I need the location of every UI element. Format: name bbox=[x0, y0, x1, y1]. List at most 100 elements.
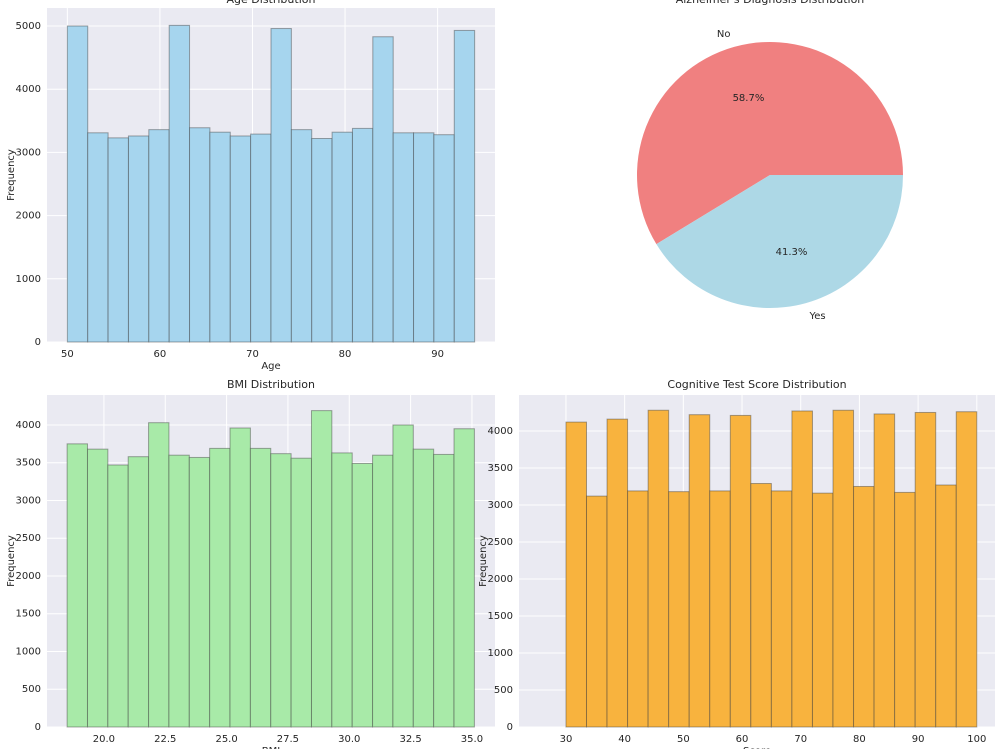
bar bbox=[66, 25, 89, 343]
bar bbox=[585, 495, 608, 728]
y-tick-label: 1000 bbox=[488, 648, 513, 659]
y-tick-label: 4000 bbox=[488, 426, 513, 437]
x-tick-label: 100 bbox=[967, 734, 986, 745]
pie-slice bbox=[656, 175, 903, 309]
chart-title: Cognitive Test Score Distribution bbox=[667, 378, 846, 391]
y-tick-label: 1000 bbox=[16, 646, 41, 657]
y-tick-label: 1500 bbox=[16, 609, 41, 620]
x-tick-label: 90 bbox=[912, 734, 925, 745]
bar bbox=[148, 422, 170, 728]
bar bbox=[873, 413, 896, 728]
bar bbox=[127, 456, 150, 728]
x-tick-label: 50 bbox=[677, 734, 690, 745]
x-tick-label: 70 bbox=[246, 349, 259, 360]
x-axis-label: Age bbox=[261, 361, 280, 372]
x-tick-label: 90 bbox=[431, 349, 444, 360]
y-tick-label: 3500 bbox=[488, 463, 513, 474]
x-tick-label: 35.0 bbox=[461, 734, 483, 745]
y-tick-label: 500 bbox=[22, 684, 41, 695]
y-tick-label: 3000 bbox=[16, 147, 41, 158]
bar bbox=[606, 418, 629, 728]
y-axis-label: Frequency bbox=[478, 535, 489, 587]
bar bbox=[433, 453, 455, 728]
bar bbox=[832, 409, 855, 728]
bar bbox=[453, 428, 475, 728]
bar bbox=[565, 421, 587, 728]
y-tick-label: 2500 bbox=[488, 537, 513, 548]
bar bbox=[955, 411, 978, 728]
bar bbox=[331, 131, 353, 343]
x-tick-label: 40 bbox=[618, 734, 631, 745]
bar bbox=[66, 443, 88, 728]
y-axis-label: Frequency bbox=[6, 149, 17, 201]
bar bbox=[168, 24, 191, 343]
pie-slice bbox=[637, 42, 903, 245]
x-axis-label: BMI bbox=[262, 746, 280, 749]
x-tick-label: 25.0 bbox=[215, 734, 237, 745]
slice-label: Yes bbox=[808, 311, 825, 322]
x-tick-label: 60 bbox=[736, 734, 749, 745]
y-tick-label: 3000 bbox=[488, 500, 513, 511]
y-tick-label: 3000 bbox=[16, 495, 41, 506]
bar bbox=[87, 132, 109, 343]
bar bbox=[229, 135, 252, 343]
bar bbox=[189, 127, 211, 343]
bar bbox=[770, 490, 793, 728]
bar bbox=[627, 490, 649, 728]
bar bbox=[811, 492, 834, 728]
y-tick-label: 0 bbox=[35, 722, 41, 733]
bar bbox=[372, 36, 394, 343]
x-tick-label: 80 bbox=[853, 734, 866, 745]
bar bbox=[107, 137, 129, 343]
x-axis-label: Score bbox=[743, 746, 771, 749]
bar bbox=[372, 454, 394, 728]
bar bbox=[351, 462, 374, 728]
bar bbox=[209, 131, 231, 343]
x-tick-label: 22.5 bbox=[154, 734, 176, 745]
y-tick-label: 3500 bbox=[16, 458, 41, 469]
y-tick-label: 1000 bbox=[16, 274, 41, 285]
y-tick-label: 4000 bbox=[16, 420, 41, 431]
bar bbox=[668, 491, 690, 728]
slice-label: No bbox=[717, 29, 731, 40]
slice-percent: 41.3% bbox=[776, 247, 808, 258]
x-tick-label: 27.5 bbox=[277, 734, 299, 745]
bar bbox=[853, 485, 875, 728]
bar bbox=[914, 411, 937, 728]
bar bbox=[453, 29, 476, 343]
bar bbox=[229, 427, 251, 728]
bar bbox=[688, 414, 711, 728]
y-tick-label: 2500 bbox=[16, 533, 41, 544]
bar bbox=[412, 448, 435, 728]
bar bbox=[413, 132, 435, 343]
bar bbox=[894, 491, 916, 728]
bar bbox=[107, 464, 129, 728]
bar bbox=[86, 448, 109, 728]
bar bbox=[729, 414, 752, 728]
x-tick-label: 80 bbox=[339, 349, 352, 360]
x-tick-label: 30 bbox=[560, 734, 573, 745]
y-tick-label: 500 bbox=[494, 685, 513, 696]
x-tick-label: 20.0 bbox=[93, 734, 115, 745]
y-tick-label: 2000 bbox=[16, 211, 41, 222]
bar bbox=[250, 133, 272, 343]
y-tick-label: 4000 bbox=[16, 84, 41, 95]
bar bbox=[290, 457, 312, 728]
bar bbox=[392, 132, 415, 343]
bar bbox=[148, 129, 170, 343]
x-tick-label: 70 bbox=[794, 734, 807, 745]
x-tick-label: 32.5 bbox=[399, 734, 421, 745]
y-tick-label: 2000 bbox=[16, 571, 41, 582]
bar bbox=[791, 410, 813, 728]
bar bbox=[647, 409, 670, 728]
y-tick-label: 0 bbox=[35, 337, 41, 348]
bar bbox=[290, 129, 313, 343]
bar bbox=[127, 135, 150, 343]
bar bbox=[331, 452, 353, 728]
bar bbox=[935, 484, 957, 728]
bar bbox=[188, 456, 211, 728]
bar bbox=[750, 483, 772, 728]
bar bbox=[392, 424, 414, 728]
chart-title: Alzheimer's Diagnosis Distribution bbox=[676, 0, 865, 6]
slice-percent: 58.7% bbox=[733, 93, 765, 104]
